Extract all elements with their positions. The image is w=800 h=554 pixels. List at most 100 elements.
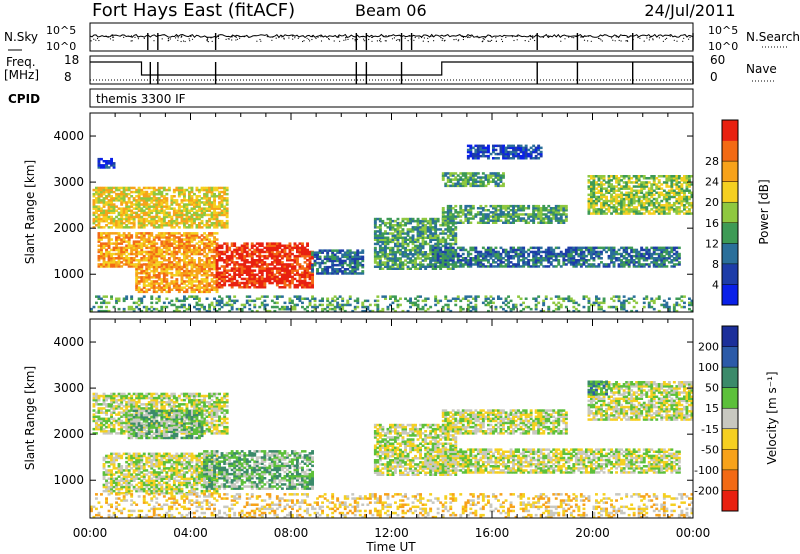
data-cell (441, 176, 445, 179)
data-cell (481, 176, 485, 179)
data-cell (549, 221, 553, 224)
data-cell (502, 154, 505, 158)
data-cell (260, 267, 264, 270)
data-cell (627, 259, 631, 262)
data-cell (160, 224, 164, 227)
data-cell (544, 248, 548, 252)
data-cell (449, 244, 453, 248)
data-cell (253, 275, 257, 279)
data-cell (424, 265, 428, 268)
data-cell (637, 252, 641, 256)
freq-tick-top: 18 (64, 53, 79, 67)
data-cell (122, 221, 126, 225)
data-cell (127, 252, 131, 256)
data-cell (381, 267, 385, 270)
data-cell (419, 265, 422, 268)
data-cell (115, 263, 118, 266)
data-cell (142, 226, 146, 229)
data-cell (670, 259, 674, 262)
data-cell (167, 236, 171, 239)
data-cell (137, 188, 141, 192)
data-cell (471, 248, 475, 252)
data-cell (205, 278, 209, 281)
nsearch-dot (427, 37, 429, 40)
data-cell (635, 212, 639, 215)
data-cell (215, 186, 219, 190)
data-cell (549, 211, 553, 214)
data-cell (459, 207, 463, 210)
data-cell (112, 265, 116, 268)
data-cell (323, 265, 327, 269)
data-cell (283, 283, 287, 287)
data-cell (595, 210, 598, 213)
data-cell (652, 248, 656, 252)
data-cell (454, 215, 458, 218)
data-cell (183, 259, 186, 262)
data-cell (175, 246, 179, 250)
data-cell (135, 254, 139, 258)
data-cell (449, 184, 453, 188)
data-cell (434, 238, 438, 241)
data-cell (514, 265, 518, 268)
data-cell (137, 265, 141, 269)
data-cell (195, 195, 199, 198)
data-cell (190, 250, 194, 254)
data-cell (188, 286, 191, 289)
data-cell (286, 277, 289, 281)
data-cell (597, 254, 601, 258)
data-cell (574, 265, 578, 268)
data-cell (152, 265, 156, 269)
data-cell (288, 265, 292, 268)
data-cell (311, 251, 314, 254)
data-cell (476, 172, 480, 175)
data-cell (532, 221, 536, 224)
data-cell (225, 213, 229, 217)
data-cell (529, 265, 533, 268)
data-cell (353, 265, 357, 269)
data-cell (95, 205, 98, 208)
data-cell (444, 182, 448, 186)
data-cell (552, 211, 556, 214)
data-cell (655, 257, 659, 260)
data-cell (218, 192, 221, 196)
data-cell (406, 234, 410, 237)
data-cell (512, 157, 515, 160)
data-cell (318, 251, 322, 254)
data-cell (607, 206, 611, 209)
data-cell (215, 263, 219, 266)
data-cell (587, 193, 591, 197)
data-cell (554, 211, 558, 214)
data-cell (554, 246, 558, 250)
data-cell (100, 250, 103, 254)
data-cell (502, 146, 505, 150)
data-cell (509, 150, 513, 154)
data-cell (517, 257, 520, 260)
data-cell (522, 254, 526, 258)
data-cell (122, 238, 126, 241)
data-cell (245, 244, 249, 247)
data-cell (358, 255, 362, 259)
data-cell (102, 197, 106, 200)
data-cell (238, 257, 242, 260)
data-cell (243, 254, 247, 258)
data-cell (190, 236, 194, 239)
data-cell (592, 189, 596, 192)
data-cell (431, 236, 435, 239)
data-cell (416, 267, 420, 270)
data-cell (542, 207, 546, 210)
data-cell (519, 209, 523, 212)
nsearch-dot (297, 37, 299, 39)
data-cell (188, 248, 191, 252)
data-cell (590, 183, 593, 186)
data-cell (218, 277, 221, 281)
data-cell (622, 197, 626, 201)
data-cell (590, 191, 593, 194)
data-cell (130, 236, 134, 239)
data-cell (306, 244, 309, 247)
data-cell (451, 263, 455, 266)
data-cell (303, 248, 307, 252)
data-cell (253, 273, 257, 276)
data-cell (270, 269, 274, 272)
data-cell (273, 242, 277, 245)
data-cell (243, 281, 247, 285)
